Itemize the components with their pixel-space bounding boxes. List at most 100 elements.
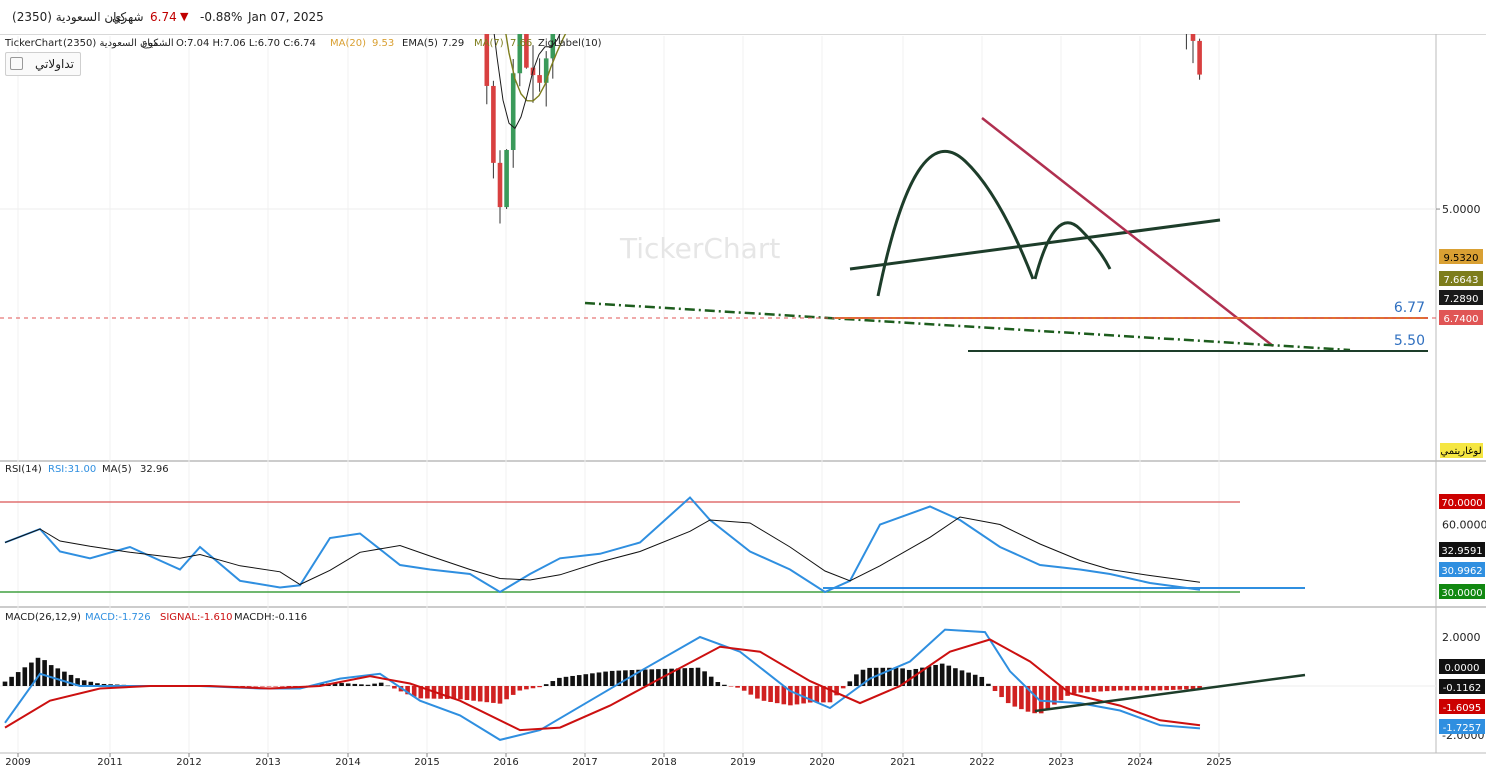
rsi-ma-line (4, 516, 1201, 586)
macd-bar (504, 686, 509, 700)
macd-bar (1137, 686, 1143, 691)
macd-bar (583, 674, 589, 686)
x-tick-label: 2015 (414, 757, 439, 767)
macd-bar (62, 671, 67, 686)
header-symbol[interactable]: كيان السعودية (2350) (12, 10, 127, 24)
macd-bar (570, 675, 575, 686)
macd-bar (1124, 686, 1130, 691)
macd-bar (748, 686, 754, 695)
macd-bar (774, 686, 780, 704)
candle-body (484, 34, 490, 86)
macd-bar (537, 686, 542, 688)
macd-bar (722, 684, 727, 686)
rsi-badge (1439, 584, 1485, 599)
macd-bar (1091, 686, 1097, 692)
macd-bar (840, 686, 846, 689)
macd-bar (662, 668, 668, 686)
macd-bar (689, 667, 694, 686)
macd-bar (332, 683, 338, 686)
rsi-legend-item: 32.96 (140, 464, 169, 475)
macd-bar (458, 686, 463, 700)
price-badge (1439, 310, 1483, 325)
macd-bar (596, 672, 602, 686)
macd-bar (266, 686, 272, 687)
macd-bar (1157, 686, 1163, 691)
macd-histogram (2, 657, 1202, 714)
macd-bar (821, 686, 826, 703)
macd-bar (986, 683, 991, 686)
macd-bar (920, 667, 925, 686)
macd-bar (42, 660, 47, 686)
price-badge (1439, 290, 1483, 305)
x-tick-label: 2021 (890, 757, 915, 767)
x-tick-label: 2019 (730, 757, 755, 767)
macd-bar (715, 682, 721, 686)
trade-button[interactable]: تداولاتي (5, 52, 81, 76)
macd-line (4, 628, 1201, 741)
macd-bar (557, 677, 562, 686)
macd-bar (246, 686, 252, 687)
macd-bar (95, 683, 100, 686)
x-tick-label: 2009 (5, 757, 30, 767)
neckline (849, 218, 1221, 271)
macd-bar (814, 686, 820, 703)
macd-bar (1164, 686, 1169, 691)
macd-bar (728, 686, 734, 687)
macd-bar (847, 681, 853, 686)
price-chart[interactable]: 35.000030.000025.000020.000015.00005.000… (0, 34, 1486, 767)
macd-bar (979, 676, 985, 686)
log-button (1440, 443, 1483, 458)
x-tick-label: 2016 (493, 757, 518, 767)
macd-bar (1170, 686, 1176, 690)
legend-item: EMA(5) (402, 38, 438, 49)
price-badge-label: 6.7400 (1444, 314, 1479, 325)
macd-bar (629, 670, 635, 686)
macd-bar (352, 683, 358, 686)
macd-bar (385, 685, 391, 687)
x-tick-label: 2024 (1127, 757, 1152, 767)
macd-bar (992, 686, 998, 692)
rsi-legend-item: MA(5) (102, 464, 132, 475)
macd-badge (1439, 719, 1485, 734)
rsi-badge-label: 30.0000 (1441, 588, 1482, 599)
header-period[interactable]: شهري (112, 10, 144, 24)
header-change: -0.88% (200, 10, 243, 24)
macd-bar (953, 668, 958, 686)
rsi-tick-label: 60.0000 (1442, 519, 1486, 532)
macd-bar (75, 678, 80, 686)
macd-bar (702, 671, 707, 686)
x-tick-label: 2023 (1048, 757, 1073, 767)
macd-bar (880, 667, 886, 686)
price-badge-label: 7.2890 (1444, 294, 1479, 305)
macd-bar (517, 686, 523, 691)
macd-bar (1019, 686, 1024, 710)
macd-bar (900, 668, 905, 686)
macd-bar (1131, 686, 1136, 691)
macd-bar (675, 668, 681, 686)
header-bar: Jan 07, 2025 -0.88% ▼ 6.74 شهري كيان الس… (0, 0, 1486, 35)
macd-bar (451, 686, 457, 700)
macd-bar (418, 686, 424, 699)
macd-legend-item: MACD(26,12,9) (5, 612, 81, 623)
macd-bar (1118, 686, 1123, 691)
x-tick-label: 2017 (572, 757, 597, 767)
legend-item: MA(20) (330, 38, 366, 49)
rsi-legend-item: RSI(14) (5, 464, 42, 475)
macd-bar (939, 663, 945, 686)
macd-bar (926, 666, 932, 686)
macd-bar (81, 680, 87, 686)
candle-body (543, 58, 549, 83)
macd-bar (801, 686, 806, 704)
macd-bar (444, 686, 450, 699)
macd-bar (695, 667, 701, 686)
legend-item: 7.29 (442, 38, 464, 49)
macd-bar (543, 684, 549, 686)
macd-bar (834, 686, 839, 696)
macd-bar (22, 667, 28, 686)
macd-bar (794, 686, 800, 705)
level-label: 6.77 (1394, 300, 1425, 316)
candles (484, 34, 1202, 224)
macd-bar (491, 686, 496, 703)
macd-bar (1104, 686, 1110, 692)
trade-icon (10, 57, 23, 70)
